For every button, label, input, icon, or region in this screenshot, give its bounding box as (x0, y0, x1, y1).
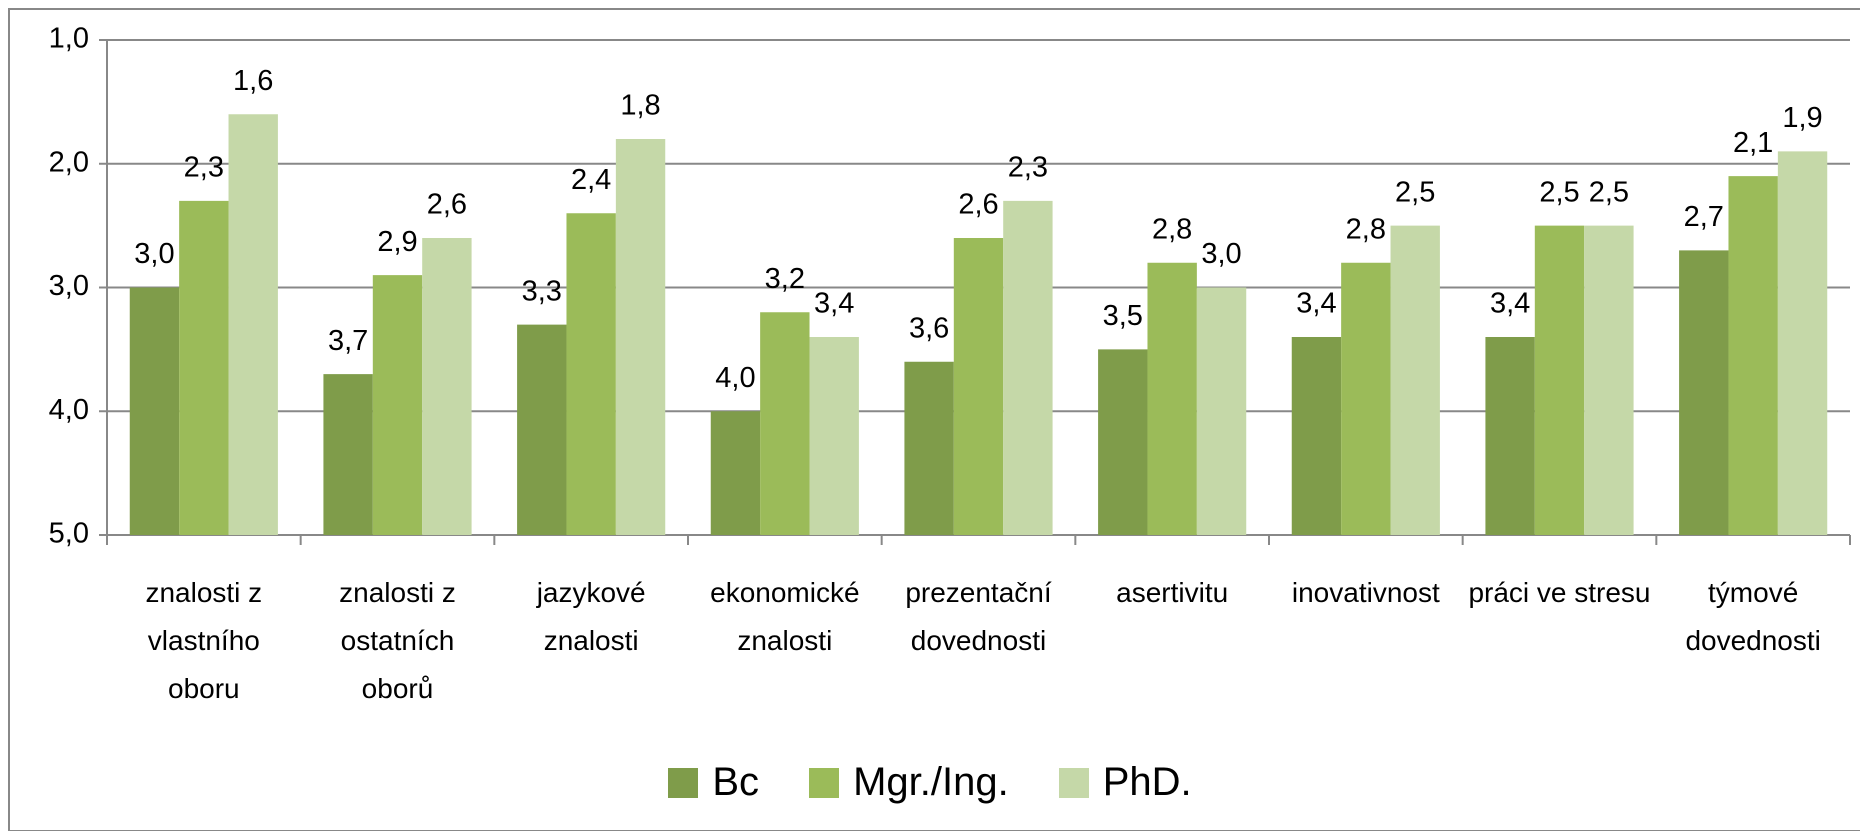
value-label: 2,5 (1589, 176, 1629, 208)
value-label: 2,6 (427, 189, 467, 221)
value-label: 4,0 (715, 362, 755, 394)
y-tick-label: 3,0 (49, 270, 89, 302)
bar (1291, 337, 1342, 535)
x-tick-label: znalosti z ostatních oborů (339, 577, 456, 704)
y-tick-label: 2,0 (49, 146, 89, 178)
value-label: 2,3 (1008, 152, 1048, 184)
bar (1003, 200, 1053, 535)
x-tick-label: týmové dovednosti (1685, 577, 1821, 656)
x-tick-label: znalosti z vlastního oboru (145, 577, 263, 704)
bar (228, 114, 278, 535)
legend-swatch (668, 767, 699, 798)
value-label: 3,6 (909, 312, 949, 344)
bar (129, 287, 180, 535)
bar (1341, 262, 1391, 535)
bar (760, 312, 810, 535)
value-label: 2,4 (571, 164, 611, 196)
bar (1098, 349, 1148, 535)
value-label: 3,4 (1490, 288, 1530, 320)
bar (1196, 287, 1247, 535)
value-label: 3,2 (765, 263, 805, 295)
value-label: 2,3 (184, 152, 224, 184)
bar (615, 139, 666, 535)
bar (710, 411, 761, 535)
bar (1728, 176, 1778, 535)
bar (1679, 250, 1729, 535)
bar (1485, 337, 1535, 535)
bar (953, 238, 1004, 535)
value-label: 2,8 (1152, 213, 1192, 245)
bar (809, 337, 859, 535)
bar (323, 374, 373, 535)
value-label: 2,7 (1684, 201, 1724, 233)
legend-item: Mgr./Ing. (809, 760, 1009, 805)
bar (1584, 225, 1634, 535)
x-tick-label: inovativnost (1291, 577, 1440, 608)
y-tick-label: 1,0 (49, 23, 89, 55)
bar (904, 361, 954, 535)
bar (1777, 151, 1828, 535)
value-label: 1,8 (620, 90, 660, 122)
legend-label: Bc (712, 760, 760, 804)
x-tick-label: prezentační dovednosti (905, 577, 1052, 656)
bar (422, 238, 472, 535)
x-tick-label: asertivitu (1116, 577, 1229, 608)
value-label: 3,7 (328, 325, 368, 357)
y-tick-label: 5,0 (49, 518, 89, 550)
y-tick-label: 4,0 (49, 394, 89, 426)
legend-item: Bc (668, 760, 759, 805)
value-label: 3,0 (134, 238, 174, 270)
value-label: 1,9 (1782, 102, 1822, 134)
value-label: 3,3 (522, 275, 562, 307)
bar (566, 213, 616, 535)
legend: Bc Mgr./Ing. PhD. (0, 760, 1860, 805)
value-label: 2,6 (958, 189, 998, 221)
value-label: 2,1 (1733, 127, 1773, 159)
bar (1390, 225, 1440, 535)
bar (517, 324, 567, 535)
value-label: 2,5 (1395, 176, 1435, 208)
value-label: 3,5 (1103, 300, 1143, 332)
legend-swatch (1058, 767, 1089, 798)
value-label: 2,9 (377, 226, 417, 258)
bar (372, 275, 423, 535)
bar (1147, 262, 1197, 535)
value-label: 2,8 (1346, 213, 1386, 245)
legend-label: PhD. (1102, 760, 1192, 804)
value-label: 3,0 (1201, 238, 1241, 270)
legend-swatch (809, 767, 840, 798)
value-label: 1,6 (233, 65, 273, 97)
value-label: 3,4 (814, 288, 854, 320)
x-tick-label: práci ve stresu (1468, 577, 1651, 608)
chart-frame (8, 8, 1860, 831)
value-label: 2,5 (1539, 176, 1579, 208)
value-label: 3,4 (1296, 288, 1336, 320)
x-tick-label: ekonomické znalosti (710, 577, 860, 656)
legend-label: Mgr./Ing. (853, 760, 1009, 804)
x-tick-label: jazykové znalosti (536, 577, 646, 656)
bar (179, 200, 229, 535)
legend-item: PhD. (1058, 760, 1192, 805)
bar (1534, 225, 1585, 535)
